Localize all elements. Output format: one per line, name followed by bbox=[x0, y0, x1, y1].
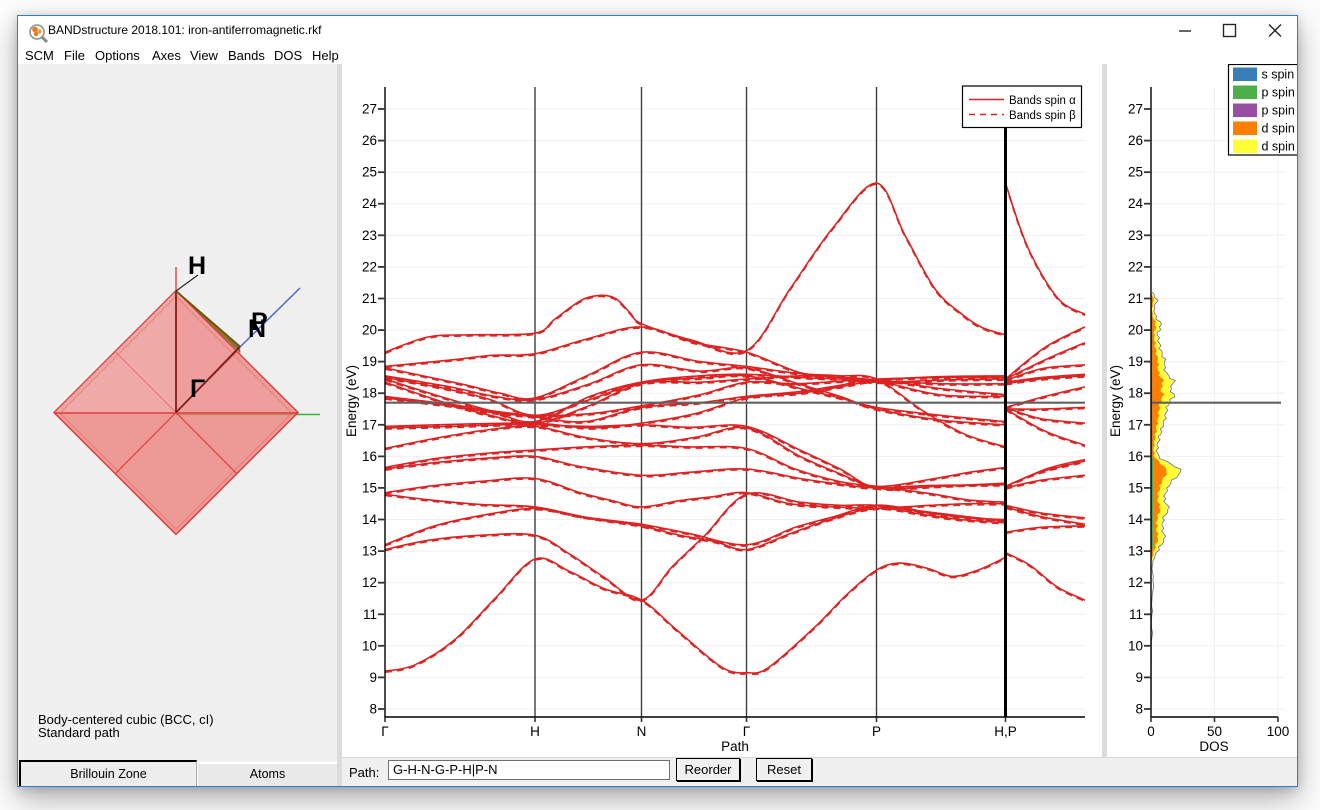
svg-text:p spin: p spin bbox=[1262, 104, 1295, 118]
svg-text:P: P bbox=[872, 724, 881, 739]
svg-text:50: 50 bbox=[1207, 724, 1222, 739]
svg-text:13: 13 bbox=[1128, 544, 1143, 559]
svg-text:s spin: s spin bbox=[1262, 68, 1295, 82]
svg-text:19: 19 bbox=[1128, 354, 1143, 369]
svg-text:17: 17 bbox=[1128, 417, 1143, 432]
svg-text:14: 14 bbox=[1128, 512, 1144, 527]
svg-text:9: 9 bbox=[1135, 670, 1143, 685]
svg-text:14: 14 bbox=[362, 512, 378, 527]
svg-text:23: 23 bbox=[1128, 228, 1143, 243]
svg-text:DOS: DOS bbox=[1199, 739, 1228, 754]
svg-text:Energy (eV): Energy (eV) bbox=[1108, 365, 1123, 437]
svg-text:Path: Path bbox=[721, 739, 749, 754]
svg-text:23: 23 bbox=[362, 228, 377, 243]
svg-text:18: 18 bbox=[1128, 386, 1143, 401]
svg-text:H: H bbox=[188, 252, 206, 280]
svg-text:d spin: d spin bbox=[1262, 140, 1295, 154]
svg-text:10: 10 bbox=[362, 638, 377, 653]
svg-text:20: 20 bbox=[362, 323, 377, 338]
svg-text:12: 12 bbox=[1128, 575, 1143, 590]
svg-text:Γ: Γ bbox=[190, 375, 205, 403]
svg-text:H: H bbox=[530, 724, 540, 739]
svg-text:Γ: Γ bbox=[743, 724, 751, 739]
svg-text:H,P: H,P bbox=[994, 724, 1017, 739]
svg-text:Bands spin β: Bands spin β bbox=[1009, 110, 1076, 122]
svg-text:15: 15 bbox=[362, 480, 377, 495]
svg-text:d spin: d spin bbox=[1262, 122, 1295, 136]
svg-text:11: 11 bbox=[363, 607, 377, 622]
svg-text:N: N bbox=[248, 315, 266, 343]
svg-text:25: 25 bbox=[362, 165, 377, 180]
svg-text:26: 26 bbox=[362, 133, 377, 148]
svg-text:26: 26 bbox=[1128, 133, 1143, 148]
svg-text:Energy (eV): Energy (eV) bbox=[344, 365, 359, 437]
svg-text:16: 16 bbox=[362, 449, 377, 464]
svg-text:17: 17 bbox=[362, 417, 377, 432]
svg-text:25: 25 bbox=[1128, 165, 1143, 180]
svg-text:22: 22 bbox=[362, 259, 377, 274]
svg-text:21: 21 bbox=[1128, 291, 1143, 306]
svg-text:24: 24 bbox=[362, 196, 378, 211]
svg-text:21: 21 bbox=[362, 291, 377, 306]
svg-text:9: 9 bbox=[369, 670, 377, 685]
svg-text:18: 18 bbox=[362, 386, 377, 401]
svg-text:10: 10 bbox=[1128, 638, 1143, 653]
svg-text:N: N bbox=[637, 724, 647, 739]
svg-text:27: 27 bbox=[362, 102, 377, 117]
svg-text:P: P bbox=[251, 308, 268, 336]
svg-text:19: 19 bbox=[362, 354, 377, 369]
svg-text:13: 13 bbox=[362, 544, 377, 559]
svg-text:Γ: Γ bbox=[381, 724, 389, 739]
svg-text:8: 8 bbox=[1135, 702, 1143, 717]
svg-text:24: 24 bbox=[1128, 196, 1144, 211]
svg-text:Bands spin α: Bands spin α bbox=[1009, 95, 1076, 107]
svg-text:16: 16 bbox=[1128, 449, 1143, 464]
svg-text:11: 11 bbox=[1129, 607, 1143, 622]
svg-text:100: 100 bbox=[1267, 724, 1290, 739]
svg-text:8: 8 bbox=[369, 702, 377, 717]
svg-text:p spin: p spin bbox=[1262, 86, 1295, 100]
svg-text:20: 20 bbox=[1128, 323, 1143, 338]
svg-text:12: 12 bbox=[362, 575, 377, 590]
svg-text:0: 0 bbox=[1147, 724, 1155, 739]
svg-text:27: 27 bbox=[1128, 102, 1143, 117]
svg-text:22: 22 bbox=[1128, 259, 1143, 274]
svg-text:15: 15 bbox=[1128, 480, 1143, 495]
